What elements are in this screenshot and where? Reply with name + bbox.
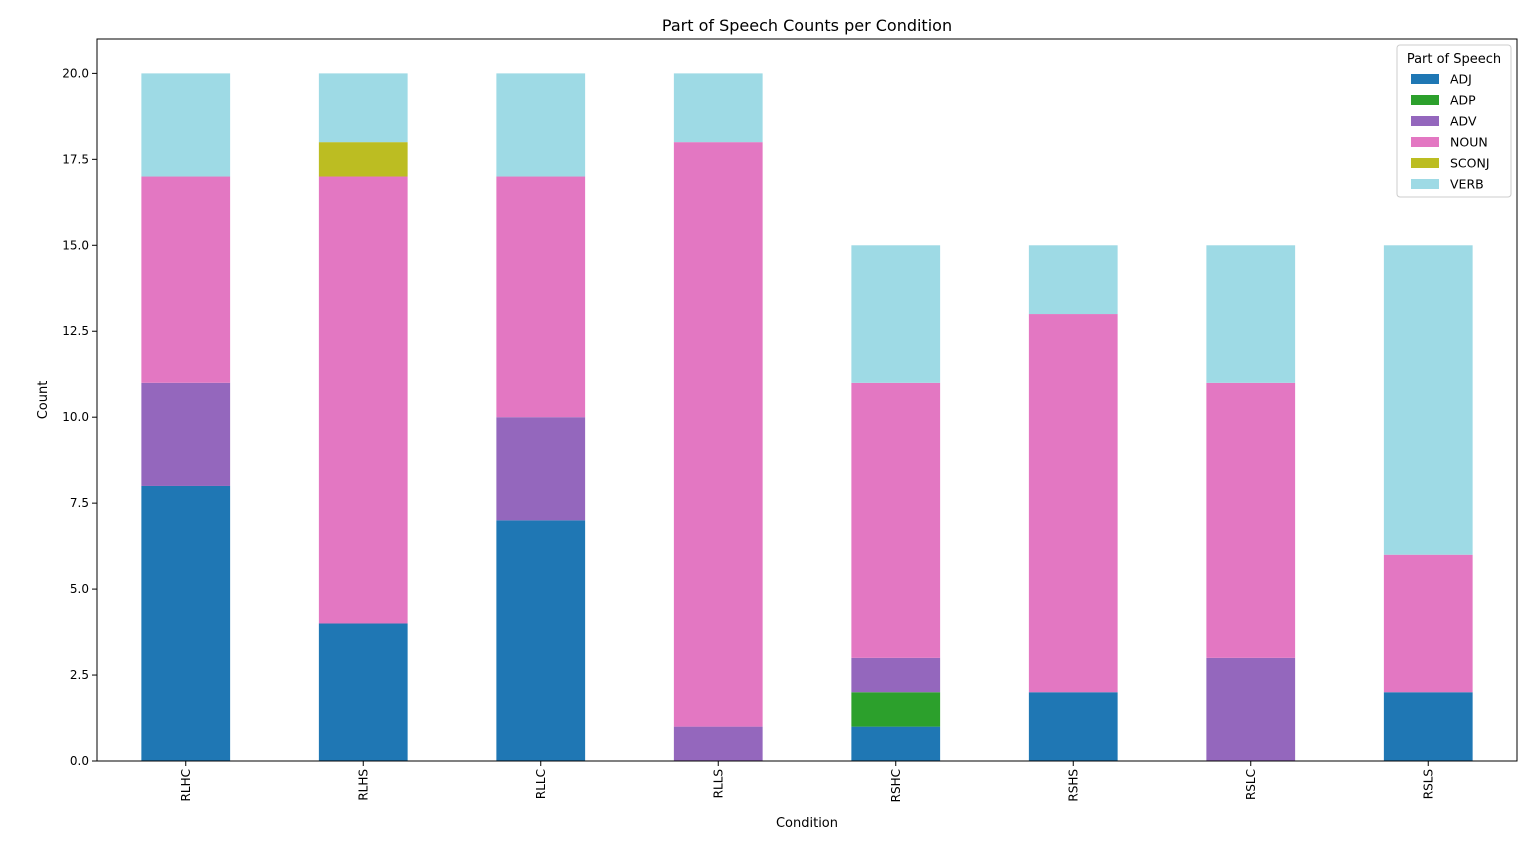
bar-rlhc-verb bbox=[141, 73, 231, 177]
legend-items: ADJ ADP ADV NOUN SCONJ VERB bbox=[1411, 72, 1490, 192]
x-axis-label: Condition bbox=[776, 816, 838, 831]
y-tick-label: 17.5 bbox=[62, 152, 89, 166]
bar-rshc-verb bbox=[851, 245, 941, 383]
bar-rlhc-adv bbox=[141, 382, 231, 486]
x-tick-label-rlhs: RLHS bbox=[356, 769, 370, 801]
bar-rshc-noun bbox=[851, 382, 941, 658]
x-tick-label-rshc: RSHC bbox=[889, 769, 903, 802]
legend-swatch-noun bbox=[1411, 137, 1439, 147]
bar-rllc-adj bbox=[496, 520, 586, 761]
bar-rslc-verb bbox=[1206, 245, 1296, 383]
y-tick-label: 0.0 bbox=[70, 754, 89, 768]
y-tick-label: 10.0 bbox=[62, 410, 89, 424]
bar-rshc-adp bbox=[851, 692, 941, 727]
y-axis: 0.0 2.5 5.0 7.5 10.0 12.5 15.0 17.5 20.0 bbox=[62, 66, 97, 768]
legend-label-adv: ADV bbox=[1450, 114, 1477, 129]
bar-rslc-noun bbox=[1206, 382, 1296, 658]
x-tick-label-rshs: RSHS bbox=[1066, 769, 1080, 802]
legend-swatch-verb bbox=[1411, 179, 1439, 189]
bar-rlls-noun bbox=[673, 142, 763, 727]
x-tick-label-rsls: RSLS bbox=[1421, 769, 1435, 799]
legend-swatch-sconj bbox=[1411, 158, 1439, 168]
bar-rshc-adj bbox=[851, 726, 941, 761]
bar-rlhs-verb bbox=[318, 73, 408, 143]
y-tick-label: 12.5 bbox=[62, 324, 89, 338]
bar-rshs-adj bbox=[1028, 692, 1118, 761]
legend-label-verb: VERB bbox=[1450, 177, 1484, 192]
bar-rsls-adj bbox=[1383, 692, 1473, 761]
bar-rshs-noun bbox=[1028, 314, 1118, 693]
legend-title: Part of Speech bbox=[1407, 52, 1501, 67]
legend-swatch-adv bbox=[1411, 116, 1439, 126]
bar-rllc-adv bbox=[496, 417, 586, 521]
x-axis: RLHC RLHS RLLC RLLS RSHC RSHS RSLC RSLS bbox=[179, 761, 1435, 802]
y-axis-label: Count bbox=[36, 381, 51, 420]
y-tick-label: 7.5 bbox=[70, 496, 89, 510]
y-tick-label: 15.0 bbox=[62, 238, 89, 252]
bar-rshc-adv bbox=[851, 657, 941, 693]
bar-rlhs-noun bbox=[318, 176, 408, 624]
chart-title: Part of Speech Counts per Condition bbox=[662, 16, 952, 35]
y-tick-label: 20.0 bbox=[62, 66, 89, 80]
legend-label-noun: NOUN bbox=[1450, 135, 1488, 150]
y-tick-label: 5.0 bbox=[70, 582, 89, 596]
bar-rlls-adv bbox=[673, 726, 763, 761]
bar-rslc-adv bbox=[1206, 657, 1296, 761]
bar-rllc-verb bbox=[496, 73, 586, 177]
bar-rlhs-sconj bbox=[318, 142, 408, 177]
bar-rlhc-adj bbox=[141, 485, 231, 761]
legend: Part of Speech ADJ ADP ADV NOUN SCONJ VERB bbox=[1396, 44, 1512, 198]
legend-label-sconj: SCONJ bbox=[1450, 156, 1490, 171]
bar-rsls-noun bbox=[1383, 554, 1473, 693]
bar-rsls-verb bbox=[1383, 245, 1473, 555]
legend-swatch-adp bbox=[1411, 95, 1439, 105]
bar-rlhc-noun bbox=[141, 176, 231, 383]
x-tick-label-rlhc: RLHC bbox=[179, 769, 193, 801]
x-tick-label-rllc: RLLC bbox=[534, 769, 548, 799]
legend-label-adp: ADP bbox=[1450, 93, 1476, 108]
bar-rllc-noun bbox=[496, 176, 586, 418]
bar-rshs-verb bbox=[1028, 245, 1118, 315]
legend-label-adj: ADJ bbox=[1450, 72, 1472, 87]
bar-rlhs-adj bbox=[318, 623, 408, 761]
bar-rlls-verb bbox=[673, 73, 763, 143]
legend-swatch-adj bbox=[1411, 74, 1439, 84]
x-tick-label-rslc: RSLC bbox=[1244, 769, 1258, 800]
x-tick-label-rlls: RLLS bbox=[711, 769, 725, 798]
bars-layer bbox=[141, 73, 1473, 761]
plot-area-frame bbox=[96, 38, 1518, 762]
y-tick-label: 2.5 bbox=[70, 668, 89, 682]
